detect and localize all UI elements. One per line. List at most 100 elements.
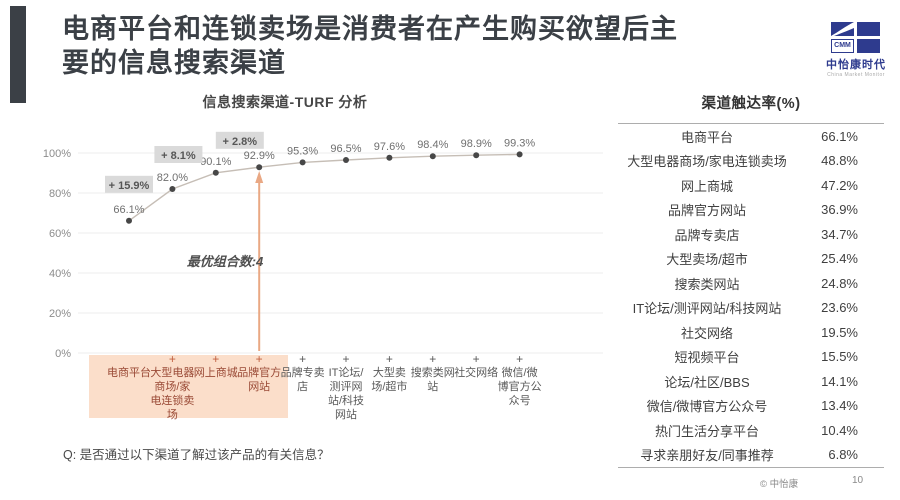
logo-swoosh-icon	[831, 22, 854, 36]
reach-rate-value: 23.6%	[821, 300, 858, 316]
reach-rate-value: 25.4%	[821, 251, 858, 267]
reach-rate-value: 19.5%	[821, 324, 858, 340]
reach-rate-table: 渠道触达率(%) 电商平台 66.1% 大型电器商场/家电连锁卖场 48.8% 网上商城…	[618, 92, 884, 468]
x-category-label: + 品牌专卖店	[280, 353, 325, 394]
data-point	[473, 152, 480, 159]
y-tick-label: 20%	[49, 308, 71, 320]
title-accent-bar	[10, 6, 26, 103]
plus-sign: +	[516, 352, 524, 366]
y-tick-label: 60%	[49, 228, 71, 240]
value-label: 99.3%	[504, 137, 535, 149]
data-point	[256, 164, 263, 171]
plus-sign	[107, 353, 152, 366]
logo: CMM 中怡康时代 China Market Monitor	[820, 22, 892, 78]
x-category-label: + 社交网络	[454, 353, 499, 380]
plus-sign: +	[168, 352, 176, 366]
page-title: 电商平台和连锁卖场是消费者在产生购买欲望后主 要的信息搜索渠道	[62, 12, 678, 80]
table-row: 网上商城 47.2%	[618, 173, 884, 198]
table-row: 品牌专卖店 34.7%	[618, 222, 884, 247]
increment-label: + 8.1%	[161, 150, 196, 162]
category-text: 社交网络	[454, 367, 499, 379]
chart-title: 信息搜索渠道-TURF 分析	[202, 94, 368, 110]
channel-label: 品牌专卖店	[674, 227, 740, 243]
table-row: IT论坛/测评网站/科技网站 23.6%	[618, 296, 884, 321]
value-label: 98.4%	[417, 139, 448, 151]
channel-label: 大型电器商场/家电连锁卖场	[627, 154, 787, 170]
logo-square-icon	[857, 22, 880, 36]
increment-label: + 15.9%	[109, 180, 150, 192]
plus-sign: +	[299, 352, 307, 366]
category-text: 网上商城	[193, 367, 238, 379]
value-label: 90.1%	[200, 156, 231, 168]
x-category-label: + 微信/微博官方公众号	[497, 353, 542, 408]
data-point	[429, 153, 436, 160]
page-title-line2: 要的信息搜索渠道	[62, 48, 286, 78]
table-row: 短视频平台 15.5%	[618, 345, 884, 370]
category-text: 品牌官方网站	[237, 367, 282, 393]
x-category-label: + IT论坛/测评网站/科技网站	[324, 353, 369, 422]
plus-sign: +	[255, 352, 263, 366]
data-point	[299, 159, 306, 166]
increment-box	[105, 175, 153, 193]
reach-rate-value: 6.8%	[828, 447, 858, 463]
page-title-line1: 电商平台和连锁卖场是消费者在产生购买欲望后主	[62, 14, 678, 44]
channel-label: 论坛/社区/BBS	[664, 374, 750, 390]
plus-sign: +	[385, 352, 393, 366]
channel-label: 电商平台	[680, 129, 733, 145]
x-category-label: 电商平台	[107, 353, 152, 380]
logo-mark: CMM	[831, 22, 881, 53]
channel-label: 短视频平台	[674, 350, 740, 366]
x-category-label: + 品牌官方网站	[237, 353, 282, 394]
value-label: 98.9%	[461, 138, 492, 150]
channel-label: 微信/微博官方公众号	[646, 399, 768, 415]
channel-label: 品牌官方网站	[667, 203, 746, 219]
x-category-label: + 网上商城	[193, 353, 238, 380]
footer-copyright: © 中怡康	[760, 479, 799, 490]
value-label: 66.1%	[113, 204, 144, 216]
reach-rate-value: 47.2%	[821, 177, 858, 193]
table-row: 大型电器商场/家电连锁卖场 48.8%	[618, 149, 884, 174]
data-point	[386, 154, 393, 161]
plus-sign: +	[342, 352, 350, 366]
channel-label: 网上商城	[680, 178, 733, 194]
y-tick-label: 100%	[43, 148, 71, 160]
reach-table-body: 电商平台 66.1% 大型电器商场/家电连锁卖场 48.8% 网上商城 47.2% 品牌官方…	[618, 123, 884, 468]
reach-table-title: 渠道触达率(%)	[701, 96, 801, 112]
table-row: 搜索类网站 24.8%	[618, 271, 884, 296]
data-point	[343, 157, 349, 163]
value-label: 92.9%	[244, 150, 275, 162]
channel-label: 搜索类网站	[674, 276, 740, 292]
reach-rate-value: 66.1%	[821, 128, 858, 144]
value-label: 96.5%	[330, 143, 361, 155]
logo-subtext: China Market Monitor	[827, 72, 885, 78]
reach-rate-value: 15.5%	[821, 349, 858, 365]
increment-label: + 2.8%	[223, 136, 258, 148]
table-row: 品牌官方网站 36.9%	[618, 198, 884, 223]
channel-label: 寻求亲朋好友/同事推荐	[640, 448, 774, 464]
category-text: IT论坛/测评网站/科技网站	[327, 367, 365, 421]
optimal-combo-highlight	[89, 355, 288, 418]
turf-line-chart: 0% 20% 40% 60% 80% 100% 66.1% 82.0% 90.1% 92.9% 95…	[43, 131, 603, 360]
arrow-head-icon	[255, 171, 264, 183]
category-text: 大型电器商场/家电连锁卖场	[150, 367, 195, 421]
plus-sign: +	[429, 352, 437, 366]
table-row: 社交网络 19.5%	[618, 320, 884, 345]
table-row: 热门生活分享平台 10.4%	[618, 418, 884, 443]
reach-rate-value: 14.1%	[821, 373, 858, 389]
page-number: 10	[852, 475, 864, 486]
increment-box	[215, 131, 264, 149]
question-footnote: Q: 是否通过以下渠道了解过该产品的有关信息？	[63, 448, 330, 462]
category-text: 品牌专卖店	[280, 367, 325, 393]
x-category-label: + 大型卖场/超市	[367, 353, 412, 394]
reach-rate-value: 24.8%	[821, 275, 858, 291]
category-text: 搜索类网站	[410, 367, 455, 393]
category-text: 大型卖场/超市	[371, 367, 408, 393]
increment-box	[154, 146, 203, 163]
value-label: 82.0%	[157, 172, 188, 184]
y-tick-label: 80%	[49, 188, 71, 200]
value-label: 97.6%	[374, 141, 405, 153]
table-row: 寻求亲朋好友/同事推荐 6.8%	[618, 443, 884, 468]
table-row: 大型卖场/超市 25.4%	[618, 247, 884, 272]
reach-rate-value: 13.4%	[821, 398, 858, 414]
